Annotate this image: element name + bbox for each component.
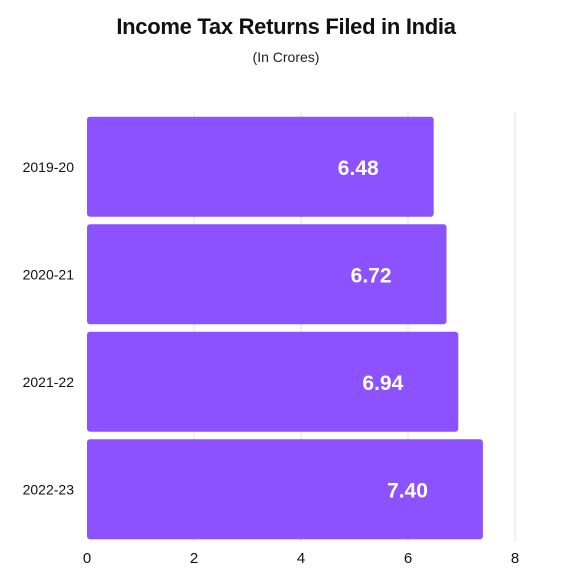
data-label: 6.48 [338,157,379,180]
category-label: 2022-23 [23,481,75,497]
category-label: 2019-20 [23,159,75,175]
chart-title: Income Tax Returns Filed in India [116,14,456,39]
category-label: 2020-21 [23,266,75,282]
data-label: 7.40 [387,479,428,502]
bars [87,116,483,540]
bar-2022-23 [87,439,483,540]
data-label: 6.94 [362,372,403,395]
x-tick-label: 0 [83,550,91,567]
x-tick-label: 2 [190,550,198,567]
bar-2020-21 [87,224,447,325]
labels: 0 2 4 6 8 2019-20 6.48 2020-21 6.72 2021-22 6.94 20… [23,157,520,567]
x-tick-label: 6 [404,550,412,567]
category-label: 2021-22 [23,374,75,390]
bar-2021-22 [87,331,459,432]
bar-2019-20 [87,116,434,217]
x-tick-label: 4 [297,550,305,567]
data-label: 6.72 [351,264,392,287]
x-tick-label: 8 [511,550,519,567]
chart-subtitle: (In Crores) [252,49,320,65]
